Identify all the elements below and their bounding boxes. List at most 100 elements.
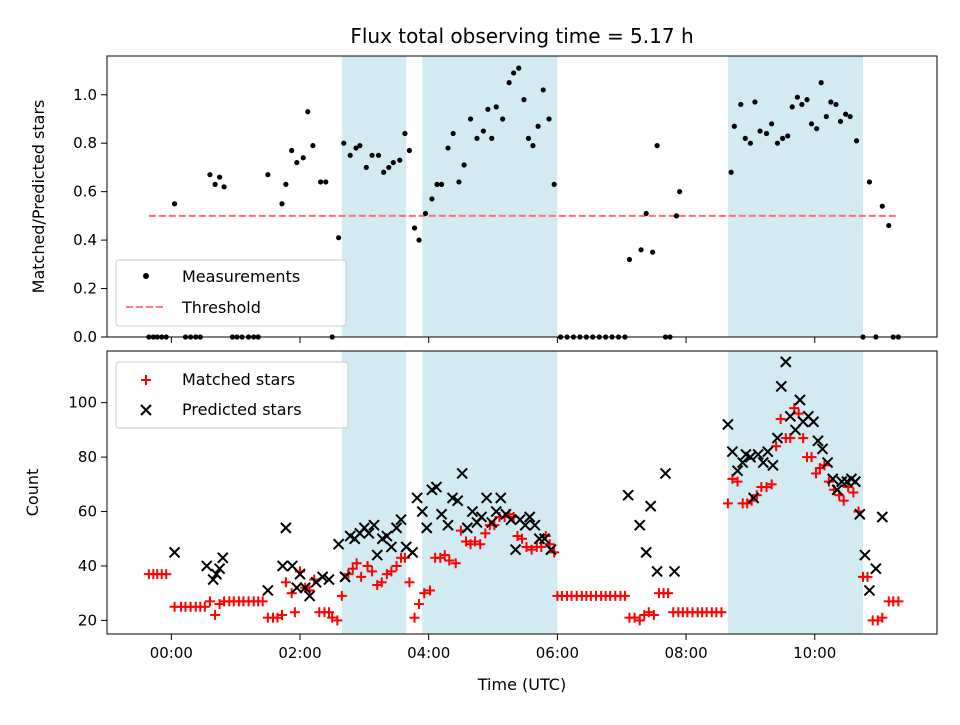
observing-windows: [341, 56, 864, 337]
predicted-star-point: [509, 543, 522, 556]
matched-star-point: [771, 441, 782, 452]
matched-star-point: [323, 607, 334, 618]
legend: Matched stars Predicted stars: [115, 361, 349, 429]
y-tick-label: 0.4: [73, 231, 97, 249]
measurement-point: [763, 130, 770, 137]
measurement-point: [357, 143, 363, 149]
predicted-star-point: [731, 465, 744, 477]
matched-star-point: [391, 560, 402, 571]
predicted-star-point: [757, 456, 769, 469]
matched-star-point: [877, 612, 888, 623]
predicted-star-point: [821, 456, 834, 469]
predicted-star-point: [640, 546, 652, 559]
predicted-star-point: [807, 416, 820, 428]
predicted-star-point: [421, 522, 433, 534]
matched-star-point: [280, 577, 291, 588]
observing-window-band: [422, 351, 558, 634]
measurement-point: [506, 80, 512, 86]
measurement-point: [386, 164, 392, 171]
measurement-point: [283, 181, 289, 187]
matched-star-point: [204, 596, 215, 607]
measurement-point: [757, 128, 763, 134]
predicted-star-point: [529, 519, 541, 531]
predicted-star-point: [416, 505, 428, 518]
measurement-points: [146, 65, 901, 340]
panel-counts: 20 40 60 80 100 00:00 02:00 04:00 06:00 08:00 10:…: [23, 350, 938, 694]
measurement-point: [886, 222, 892, 229]
measurement-point: [738, 101, 744, 108]
x-tick-label: 06:00: [536, 644, 579, 662]
y-tick-label: 1.0: [73, 86, 97, 104]
measurement-point: [521, 97, 527, 103]
predicted-star-point: [668, 565, 681, 578]
matched-star-point: [419, 588, 430, 599]
matched-star-point: [862, 571, 873, 582]
predicted-star-point: [480, 492, 493, 504]
measurement-point: [879, 203, 885, 209]
predicted-star-point: [784, 410, 797, 423]
predicted-star-point: [524, 511, 536, 523]
predicted-star-point: [207, 573, 219, 586]
predicted-star-point: [390, 522, 403, 534]
predicted-star-point: [490, 505, 502, 518]
matched-star-point: [722, 498, 733, 509]
predicted-star-point: [762, 445, 774, 458]
matched-star-point: [444, 555, 455, 566]
matched-star-point: [775, 414, 786, 425]
matched-star-point: [356, 571, 367, 582]
measurement-point: [546, 116, 552, 122]
measurement-point: [742, 135, 748, 141]
predicted-star-point: [213, 562, 226, 575]
measurement-point: [551, 181, 557, 187]
measurement-point: [511, 70, 517, 76]
predicted-star-point: [767, 459, 779, 471]
measurement-point: [866, 179, 873, 185]
y-tick-label: 0.8: [73, 134, 97, 152]
predicted-star-point: [545, 543, 557, 556]
panel-ratio: 0.0 0.2 0.4 0.6 0.8 1.0 Flux total observing …: [29, 24, 938, 346]
matched-star-point: [761, 482, 772, 493]
measurement-point: [353, 145, 359, 151]
predicted-star-point: [775, 380, 788, 393]
measurement-point: [828, 99, 834, 105]
predicted-star-point: [168, 546, 181, 559]
measurement-point: [516, 65, 522, 71]
measurement-point: [474, 135, 480, 141]
x-tick-label: 02:00: [278, 644, 321, 662]
matched-star-point: [351, 558, 362, 569]
predicted-star-point: [430, 481, 443, 493]
axes-frame: [106, 55, 938, 338]
y-tick-label: 0.6: [73, 183, 97, 201]
observing-window-band: [727, 56, 864, 337]
measurement-point: [837, 118, 844, 125]
matched-star-point: [367, 566, 378, 577]
y-tick-label: 20: [78, 611, 97, 629]
predicted-star-point: [876, 511, 889, 523]
measurement-point: [804, 97, 810, 103]
matched-star-point: [732, 476, 743, 487]
matched-star-point: [517, 533, 527, 544]
predicted-star-point: [836, 475, 848, 488]
x-tick-label: 10:00: [793, 644, 836, 662]
predicted-star-point: [622, 489, 634, 501]
matched-star-point: [848, 487, 859, 498]
predicted-star-point: [744, 451, 757, 463]
predicted-star-point: [475, 511, 488, 523]
measurement-point: [785, 133, 791, 139]
predicted-star-point: [726, 445, 739, 458]
measurement-point: [390, 159, 396, 166]
predicted-star-point: [411, 492, 423, 504]
predicted-star-point: [316, 571, 329, 583]
matched-star-point: [404, 577, 415, 588]
predicted-star-point: [371, 549, 383, 561]
measurement-point: [847, 113, 853, 120]
measurement-point: [808, 121, 815, 127]
predicted-star-point: [736, 456, 749, 469]
measurement-point: [438, 181, 445, 187]
predicted-star-point: [863, 584, 876, 597]
predicted-star-point: [644, 500, 657, 512]
matched-star-point: [893, 596, 904, 607]
measurement-point: [467, 116, 474, 122]
measurement-point: [654, 143, 660, 149]
measurement-point: [402, 130, 408, 137]
